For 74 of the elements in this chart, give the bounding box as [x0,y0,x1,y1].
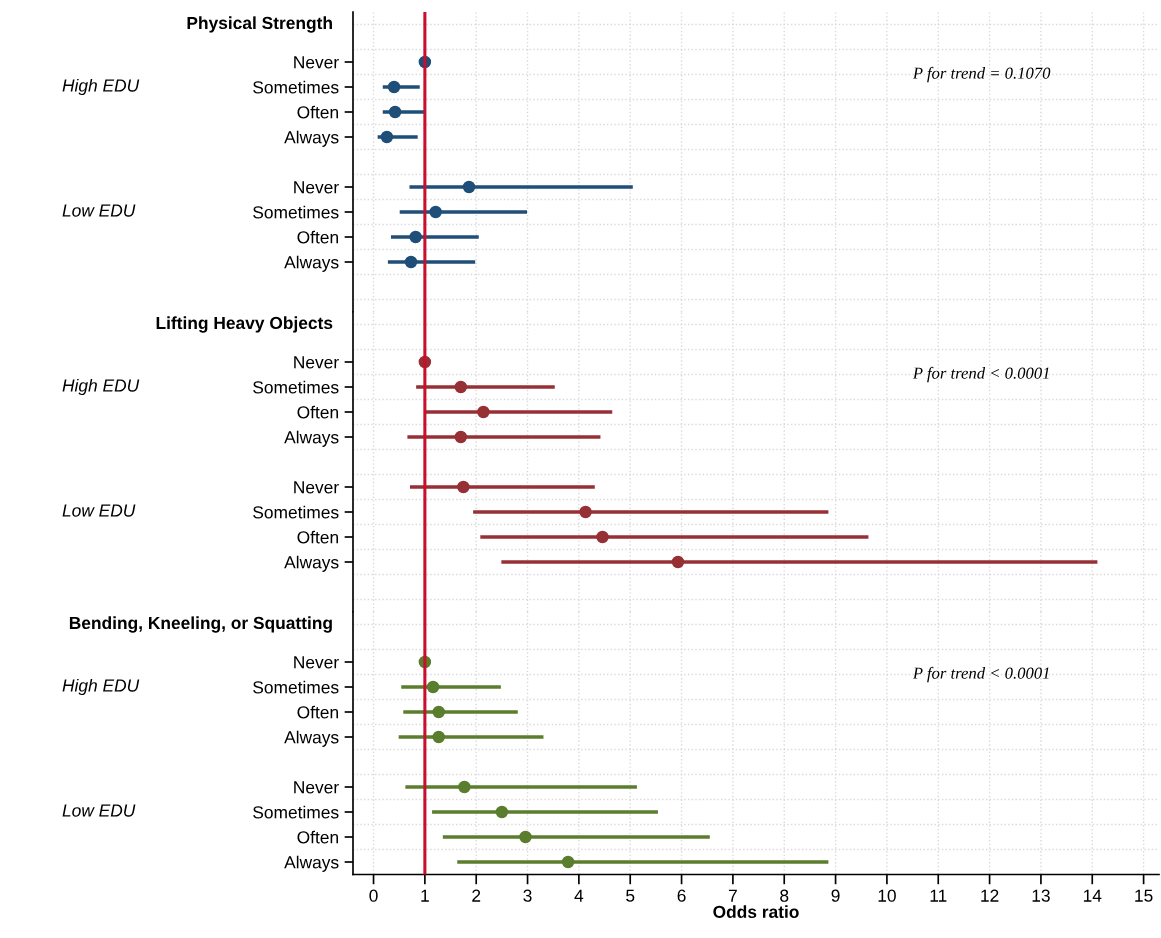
point [457,480,470,494]
x-tick-label: 7 [728,889,737,902]
point [458,780,471,794]
y-tick-label: Never [294,656,339,669]
y-tick-label: Often [297,230,338,244]
annotation: P for trend < 0.0001 [912,366,1049,383]
y-tick-label: Never [294,356,339,369]
chart-title: Physical Strength [187,16,332,33]
annotation: P for trend < 0.0001 [912,666,1049,683]
y-tick-label: Sometimes [253,505,339,519]
point [380,130,394,144]
point [404,255,418,269]
y-tick-label: Sometimes [253,380,339,394]
chart-title: Lifting Heavy Objects [156,316,333,333]
x-tick-label: 4 [574,889,584,902]
point [387,80,401,94]
y-tick-label: Always [284,555,339,572]
point [671,555,685,569]
y-tick-label: Never [294,481,339,494]
y-tick-label: Always [284,430,339,447]
text: Low EDU [62,504,136,517]
y-tick-label: Often [297,705,338,719]
text: High EDU [62,678,140,696]
y-tick-label: Sometimes [253,680,339,694]
x-tick-label: 1 [421,889,429,902]
point [596,530,609,544]
point [579,505,592,519]
point [409,230,422,244]
point [462,180,476,194]
y-tick-label: Sometimes [253,805,339,819]
x-tick-label: 14 [1083,889,1102,902]
point [495,805,509,819]
text: Low EDU [62,804,136,817]
y-tick-label: Always [284,730,339,747]
text: Low EDU [62,204,136,217]
point [561,855,575,869]
y-tick-label: Often [297,830,338,844]
y-tick-label: Always [284,255,339,272]
text: High EDU [62,78,140,96]
point [432,730,445,744]
y-tick-label: Always [284,855,339,872]
x-tick-label: 2 [472,889,481,902]
point [477,405,490,419]
text: High EDU [62,378,140,396]
annotation: P for trend = 0.1070 [912,66,1051,83]
y-tick-label: Never [294,181,339,194]
point [432,705,445,719]
y-tick-label: Often [297,105,338,119]
y-tick-label: Never [294,781,339,794]
y-tick-label: Always [284,130,339,147]
x-tick-label: 0 [369,889,378,902]
x-tick-label: 3 [523,889,532,902]
x-tick-label: 9 [831,889,840,902]
point [454,380,468,394]
y-tick-label: Sometimes [253,80,339,94]
x-tick-label: 6 [677,889,686,902]
point [426,680,440,694]
x-tick-label: 8 [780,889,789,902]
y-tick-label: Often [297,405,338,419]
x-tick-label: 15 [1135,889,1153,902]
y-tick-label: Sometimes [253,205,339,219]
y-tick-label: Often [297,530,338,544]
x-tick-label: 11 [930,889,947,902]
point [388,105,402,119]
y-tick-label: Never [294,56,339,69]
x-axis-title: Odds ratio [713,905,799,919]
point [454,430,468,444]
x-tick-label: 10 [878,889,896,902]
x-tick-label: 5 [626,889,635,902]
x-tick-label: 13 [1032,889,1050,902]
point [519,830,532,844]
point [429,205,442,219]
text: Bending, Kneeling, or Squatting [69,616,332,633]
x-tick-label: 12 [981,889,999,902]
